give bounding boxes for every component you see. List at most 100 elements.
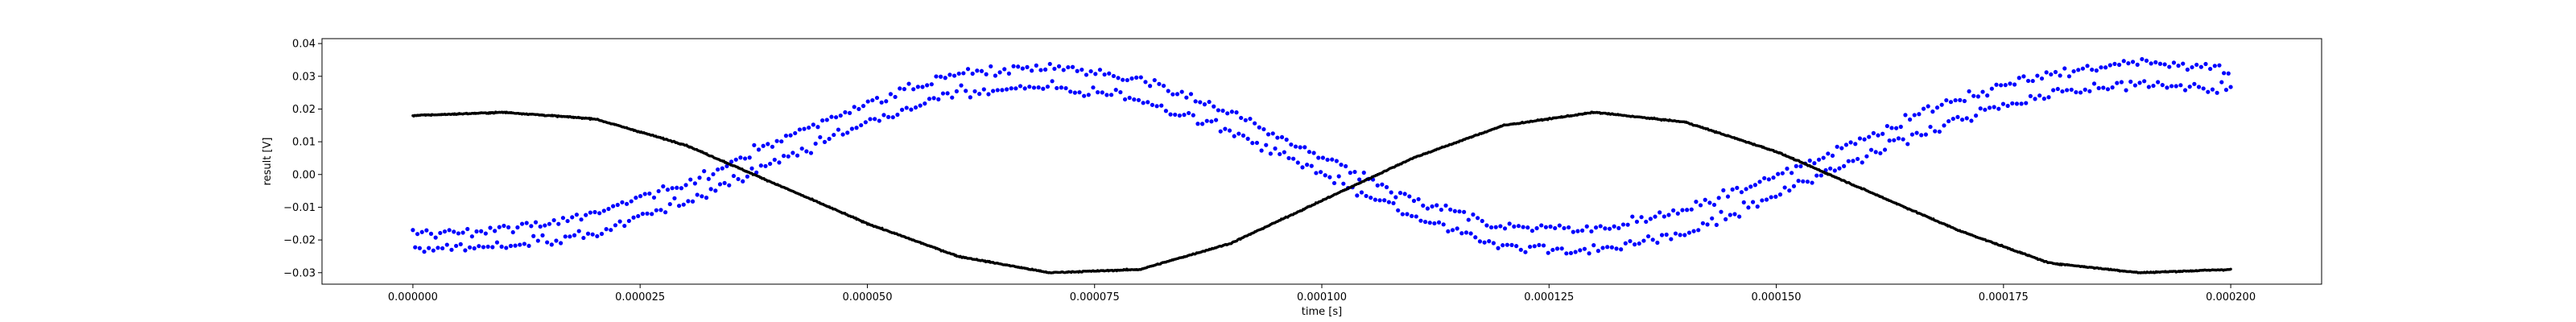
blue-data-point — [1193, 99, 1198, 104]
blue-data-point — [1564, 251, 1569, 256]
blue-data-point — [1066, 64, 1071, 70]
blue-data-point — [1780, 171, 1785, 175]
blue-data-point — [1227, 128, 1232, 133]
blue-data-point — [1325, 157, 1330, 163]
blue-data-point — [2144, 58, 2149, 64]
blue-data-point — [727, 183, 732, 188]
blue-data-point — [1737, 214, 1742, 219]
blue-data-point — [939, 74, 943, 79]
blue-data-point — [1107, 71, 1112, 76]
blue-data-point — [2206, 89, 2211, 94]
blue-data-point — [1113, 88, 1118, 93]
blue-data-point — [1348, 171, 1352, 175]
blue-data-point — [895, 112, 900, 118]
blue-data-point — [1967, 89, 1971, 94]
blue-data-point — [1411, 198, 1417, 204]
blue-data-point — [2119, 80, 2124, 85]
blue-data-point — [1669, 237, 1674, 242]
blue-data-point — [1853, 142, 1858, 147]
blue-data-point — [595, 233, 600, 239]
blue-data-point — [1919, 133, 1924, 138]
blue-data-point — [1088, 68, 1093, 74]
blue-data-point — [1377, 198, 1382, 203]
blue-data-point — [879, 100, 884, 105]
blue-data-point — [1634, 219, 1640, 225]
blue-data-point — [2058, 73, 2062, 78]
blue-data-point — [1004, 87, 1009, 92]
blue-data-point — [1279, 134, 1285, 140]
blue-data-point — [877, 118, 881, 123]
blue-data-point — [2115, 80, 2120, 85]
blue-data-point — [411, 228, 415, 233]
blue-data-point — [1773, 194, 1778, 199]
blue-data-point — [964, 89, 968, 93]
blue-data-point — [722, 180, 727, 185]
blue-data-point — [950, 95, 955, 100]
blue-data-point — [1842, 163, 1847, 168]
blue-data-point — [1860, 160, 1864, 165]
blue-data-point — [720, 166, 724, 171]
blue-data-point — [1596, 249, 1600, 254]
blue-data-point — [540, 233, 545, 237]
blue-data-point — [1344, 163, 1348, 169]
blue-data-point — [1207, 99, 1212, 105]
blue-data-point — [2117, 62, 2122, 68]
blue-data-point — [1327, 175, 1332, 180]
blue-data-point — [1855, 156, 1860, 162]
blue-data-point — [428, 231, 434, 236]
blue-data-point — [506, 225, 511, 229]
blue-data-point — [1714, 222, 1719, 227]
blue-data-point — [1096, 90, 1100, 95]
blue-data-point — [1022, 86, 1027, 91]
blue-data-point — [559, 241, 564, 246]
blue-data-point — [1939, 102, 1944, 107]
blue-data-point — [1689, 207, 1694, 212]
blue-data-point — [2226, 71, 2231, 76]
blue-data-point — [1275, 135, 1280, 140]
blue-data-point — [1102, 72, 1107, 77]
blue-data-point — [943, 76, 947, 80]
blue-data-point — [2039, 76, 2045, 81]
blue-data-point — [1200, 122, 1205, 126]
blue-data-point — [513, 243, 518, 248]
blue-data-point — [1843, 142, 1849, 147]
blue-data-point — [1245, 136, 1250, 141]
blue-data-point — [1554, 246, 1560, 251]
blue-data-point — [1331, 180, 1337, 186]
blue-data-point — [1934, 105, 1940, 110]
blue-data-point — [472, 246, 477, 251]
blue-data-point — [1025, 64, 1030, 69]
blue-data-point — [1992, 105, 1996, 109]
blue-data-point — [686, 199, 691, 204]
blue-data-point — [518, 242, 522, 247]
blue-data-point — [716, 167, 720, 172]
x-tick-label: 0.000125 — [1524, 291, 1574, 303]
blue-data-point — [1118, 89, 1123, 95]
blue-data-point — [774, 138, 779, 143]
blue-data-point — [2222, 71, 2227, 76]
blue-data-point — [1410, 213, 1414, 218]
blue-data-point — [1077, 90, 1082, 95]
blue-data-point — [2066, 74, 2072, 79]
blue-data-point — [663, 210, 668, 215]
blue-data-point — [1732, 212, 1737, 217]
blue-data-point — [1031, 85, 1037, 90]
blue-data-point — [436, 246, 440, 250]
blue-data-point — [2044, 70, 2049, 75]
blue-data-point — [1187, 110, 1191, 116]
blue-data-point — [1543, 225, 1548, 229]
blue-data-point — [1686, 230, 1692, 235]
blue-data-point — [1204, 118, 1209, 123]
blue-data-point — [1785, 166, 1790, 171]
blue-data-point — [1213, 118, 1219, 122]
blue-data-point — [1867, 134, 1872, 139]
blue-data-point — [1446, 229, 1451, 233]
blue-data-point — [702, 169, 707, 174]
blue-data-point — [2035, 73, 2040, 78]
blue-data-point — [611, 204, 616, 208]
x-axis: 0.000000 0.000025 0.000050 0.000075 0.000100… — [388, 284, 2256, 303]
blue-data-point — [1755, 204, 1760, 209]
blue-data-point — [2198, 64, 2203, 69]
blue-data-point — [1134, 75, 1139, 80]
blue-data-point — [1166, 89, 1170, 93]
